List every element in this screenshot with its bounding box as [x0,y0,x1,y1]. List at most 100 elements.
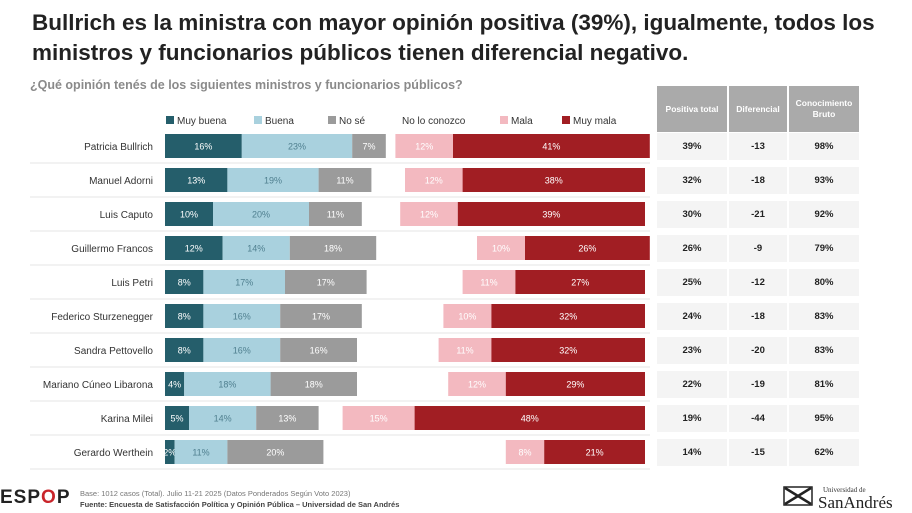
legend-swatch [254,116,262,124]
table-cell: 98% [789,133,859,160]
bar-segment [203,338,281,362]
espop-logo-part-a: ESP [0,487,42,508]
table-header: Conocimiento Bruto [789,86,859,132]
data-label: 38% [545,176,563,186]
bar-segment [165,304,204,328]
table-cell: 19% [657,405,727,432]
data-label: 10% [492,244,510,254]
legend-label: Buena [265,116,294,127]
bar-segment [352,134,386,158]
category-label: Mariano Cúneo Libarona [43,380,154,391]
data-label: 11% [456,346,473,356]
bar-segment [453,134,650,158]
university-name-small: Universidad de [823,486,866,494]
bar-segment [270,372,357,396]
data-label: 12% [468,380,486,390]
data-label: 18% [218,380,236,390]
bar-segment [443,304,492,328]
table-header: Diferencial [729,86,787,132]
page-title: Bullrich es la ministra con mayor opinió… [32,10,875,65]
table-cell: 32% [657,167,727,194]
data-label: 16% [310,346,328,356]
data-label: 4% [168,380,181,390]
bar-segment [280,304,362,328]
bar-segment [515,270,645,294]
data-label: 11% [192,448,209,458]
bar-segment [309,202,362,226]
data-label: 20% [252,210,270,220]
data-label: 39% [542,210,560,220]
data-label: 11% [327,210,344,220]
data-label: 10% [458,312,476,322]
table-cell: 92% [789,201,859,228]
category-label: Luis Petri [111,278,153,289]
chart-question: ¿Qué opinión tenés de los siguientes min… [30,78,463,92]
category-label: Sandra Pettovello [74,346,153,357]
table-header: Positiva total [657,86,727,132]
bar-segment [174,440,228,464]
data-label: 17% [317,278,335,288]
data-label: 41% [542,142,560,152]
data-label: 8% [518,448,531,458]
table-cell: -18 [729,167,787,194]
category-label: Karina Milei [101,414,153,425]
data-label: 32% [559,312,577,322]
bar-segment [256,406,319,430]
bar-segment [414,406,645,430]
source-note: Fuente: Encuesta de Satisfacción Polític… [80,500,400,509]
category-label: Gerardo Werthein [74,448,153,459]
data-label: 12% [425,176,443,186]
bar-segment [165,338,204,362]
legend-swatch [562,116,570,124]
data-label: 16% [233,312,251,322]
data-label: 5% [170,414,183,424]
bar-segment [289,236,377,260]
bar-segment [165,270,204,294]
data-label: 17% [312,312,330,322]
table-cell: 95% [789,405,859,432]
bar-segment [342,406,415,430]
data-label: 17% [235,278,253,288]
bar-segment [438,338,492,362]
data-label: 12% [420,210,438,220]
data-label: 21% [586,448,604,458]
table-cell: -21 [729,201,787,228]
bar-segment [165,236,223,260]
table-cell: 80% [789,269,859,296]
legend-swatch [328,116,336,124]
table-cell: 81% [789,371,859,398]
category-label: Manuel Adorni [89,176,153,187]
bar-segment [491,338,645,362]
bar-segment [203,270,285,294]
data-label: 14% [214,414,232,424]
bar-segment [395,134,453,158]
table-cell: 26% [657,235,727,262]
bar-segment [505,372,645,396]
legend-label: Mala [511,116,533,127]
table-cell: 23% [657,337,727,364]
legend-swatch [166,116,174,124]
data-label: 18% [305,380,323,390]
table-cell: -12 [729,269,787,296]
bar-segment [165,406,189,430]
category-label: Luis Caputo [100,210,154,221]
table-cell: 93% [789,167,859,194]
data-label: 20% [266,448,284,458]
category-label: Federico Sturzenegger [51,312,153,323]
data-label: 13% [187,176,205,186]
bar-segment [227,168,319,192]
legend-label: No sé [339,116,366,127]
table-cell: 25% [657,269,727,296]
data-label: 8% [178,312,191,322]
university-seal-icon [783,486,813,506]
data-label: 15% [370,414,388,424]
bar-segment [505,440,545,464]
legend-swatch [500,116,508,124]
data-label: 19% [264,176,282,186]
table-cell: -15 [729,439,787,466]
table-cell: 24% [657,303,727,330]
bar-segment [285,270,367,294]
bar-segment [405,168,463,192]
bar-segment [189,406,257,430]
data-label: 8% [178,278,191,288]
